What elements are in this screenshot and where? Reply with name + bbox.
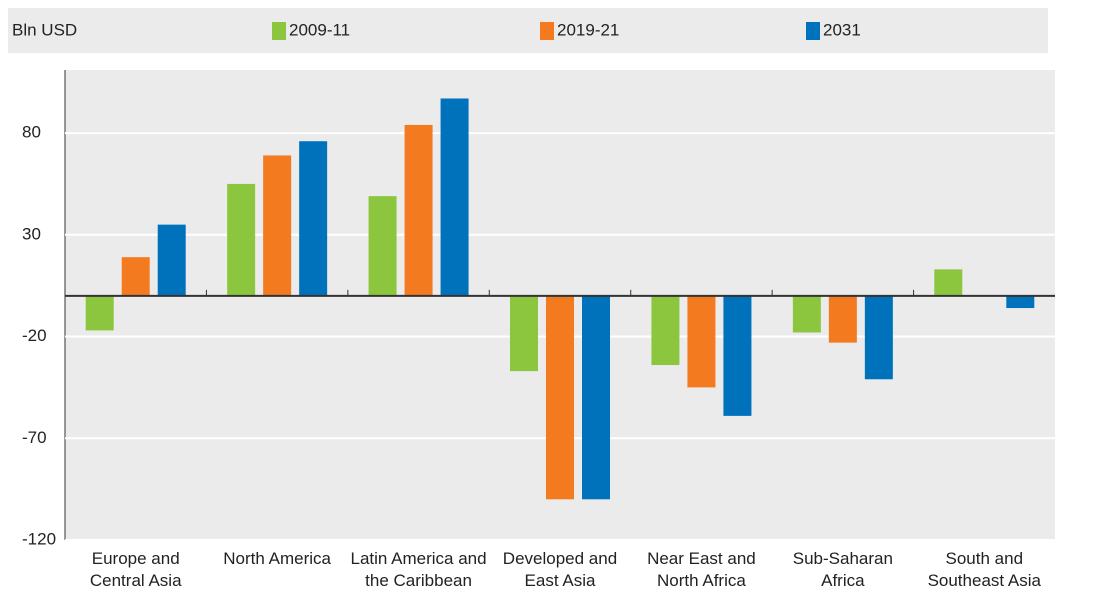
bar bbox=[263, 155, 292, 296]
legend-swatch bbox=[540, 22, 554, 40]
y-tick-label: 30 bbox=[22, 224, 41, 243]
bar bbox=[546, 295, 574, 500]
bar bbox=[828, 295, 857, 343]
x-tick-label: South and Southeast Asia bbox=[927, 549, 1041, 590]
bar bbox=[687, 295, 716, 388]
bar bbox=[792, 295, 821, 333]
y-tick-label: -120 bbox=[22, 529, 56, 548]
legend-label: 2019-21 bbox=[557, 20, 619, 39]
x-tick-label: Developed and East Asia bbox=[502, 549, 618, 590]
bar bbox=[582, 295, 610, 500]
x-tick-label: Near East and North Africa bbox=[647, 549, 756, 590]
y-tick-label: -20 bbox=[22, 326, 47, 345]
bar bbox=[121, 257, 150, 296]
bar bbox=[85, 295, 114, 331]
x-tick-label: Latin America and the Caribbean bbox=[350, 549, 487, 590]
legend-label: 2009-11 bbox=[289, 20, 350, 39]
bar bbox=[864, 295, 893, 380]
legend-background bbox=[8, 8, 1048, 53]
bar bbox=[404, 124, 433, 296]
legend-swatch bbox=[272, 22, 286, 40]
y-tick-label: -70 bbox=[22, 428, 47, 447]
bar bbox=[723, 295, 752, 416]
bar bbox=[299, 141, 328, 296]
y-tick-label: 80 bbox=[22, 123, 41, 142]
bar bbox=[157, 224, 186, 296]
legend-swatch bbox=[806, 22, 820, 40]
x-tick-label: North America bbox=[223, 549, 331, 568]
x-tick-label: Sub-Saharan Africa bbox=[792, 549, 893, 590]
bar bbox=[934, 269, 963, 296]
unit-label: Bln USD bbox=[12, 20, 77, 39]
legend-label: 2031 bbox=[823, 20, 861, 39]
bar bbox=[227, 183, 256, 296]
bar bbox=[440, 98, 469, 296]
bar bbox=[510, 295, 538, 372]
bar bbox=[1006, 295, 1035, 309]
x-tick-label: Europe and Central Asia bbox=[89, 549, 182, 590]
bar bbox=[651, 295, 680, 366]
bar bbox=[368, 196, 397, 296]
